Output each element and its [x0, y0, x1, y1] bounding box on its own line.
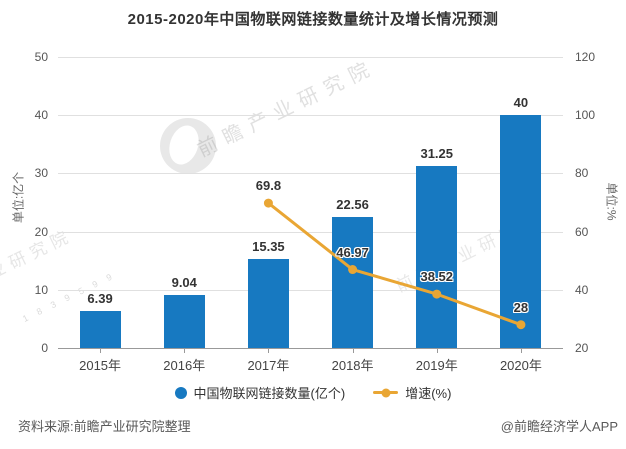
bar-2018年 — [332, 216, 374, 348]
legend-label: 增速(%) — [405, 386, 452, 401]
bar-2019年 — [416, 166, 458, 348]
x-axis-tick — [100, 348, 102, 353]
x-axis-line — [58, 348, 563, 349]
gridline — [58, 115, 563, 117]
left-axis-tick-label: 50 — [34, 50, 48, 64]
bar-2020年 — [500, 115, 542, 348]
x-axis-category-label: 2019年 — [415, 358, 458, 373]
line-value-label: 38.52 — [420, 269, 454, 285]
x-axis-category-label: 2020年 — [499, 358, 542, 373]
legend-item-growth-rate[interactable]: 增速(%) — [373, 383, 451, 402]
growth-line — [267, 201, 522, 327]
watermark-logo-icon — [160, 118, 216, 174]
x-axis-tick — [352, 348, 354, 353]
left-axis-tick-label: 10 — [34, 282, 48, 297]
gridline — [58, 289, 563, 291]
legend: 中国物联网链接数量(亿个) 增速(%) — [0, 383, 626, 402]
line-value-label: 46.97 — [336, 244, 369, 260]
x-axis-tick — [520, 348, 522, 353]
growth-point — [516, 320, 526, 330]
growth-point — [432, 289, 442, 299]
right-axis-tick-label: 40 — [575, 282, 589, 297]
x-axis-category-label: 2016年 — [163, 358, 206, 373]
growth-point — [263, 198, 273, 208]
line-value-label: 28 — [513, 299, 529, 315]
bar-value-label: 9.04 — [171, 275, 197, 291]
bar-value-label: 6.39 — [87, 290, 113, 306]
data-source-text: 资料来源:前瞻产业研究院整理 — [18, 419, 191, 434]
bar-value-label: 40 — [513, 95, 529, 111]
line-series-marker-dot — [381, 388, 391, 397]
bar-2016年 — [163, 295, 205, 348]
bar-value-label: 22.56 — [336, 196, 369, 212]
bar-2015年 — [79, 310, 121, 348]
right-axis-tick-label: 20 — [575, 341, 589, 355]
bar-value-label: 31.25 — [420, 146, 454, 162]
line-value-label: 69.8 — [255, 178, 282, 194]
gridline — [58, 57, 563, 58]
legend-item-iot-connections[interactable]: 中国物联网链接数量(亿个) — [174, 383, 346, 402]
gridline — [58, 231, 563, 233]
footer: 资料来源:前瞻产业研究院整理 @前瞻经济学人APP — [18, 416, 618, 435]
right-axis-tick-label: 100 — [575, 108, 596, 123]
x-axis-tick — [184, 348, 186, 353]
left-axis-tick-label: 30 — [34, 166, 48, 181]
gridline — [58, 173, 563, 175]
left-axis-tick-label: 20 — [34, 224, 48, 239]
x-axis-tick — [436, 348, 438, 353]
growth-point — [348, 265, 358, 275]
chart-title: 2015-2020年中国物联网链接数量统计及增长情况预测 — [127, 11, 499, 28]
bar-series-marker-icon — [174, 386, 187, 399]
brand-text: @前瞻经济学人APP — [500, 419, 618, 434]
legend-label: 中国物联网链接数量(亿个) — [193, 386, 346, 401]
line-series-marker-icon — [373, 388, 399, 397]
x-axis-tick — [268, 348, 270, 353]
right-axis-tick-label: 80 — [575, 166, 589, 181]
bar-2017年 — [247, 258, 289, 348]
x-axis-category-label: 2015年 — [79, 358, 122, 373]
right-axis-tick-label: 120 — [575, 50, 596, 64]
right-axis-tick-label: 60 — [575, 224, 589, 239]
x-axis-category-label: 2017年 — [247, 358, 290, 373]
bar-value-label: 15.35 — [252, 238, 285, 254]
left-axis-tick-label: 0 — [41, 341, 48, 355]
x-axis-category-label: 2018年 — [331, 358, 374, 373]
left-axis-tick-label: 40 — [34, 108, 48, 123]
